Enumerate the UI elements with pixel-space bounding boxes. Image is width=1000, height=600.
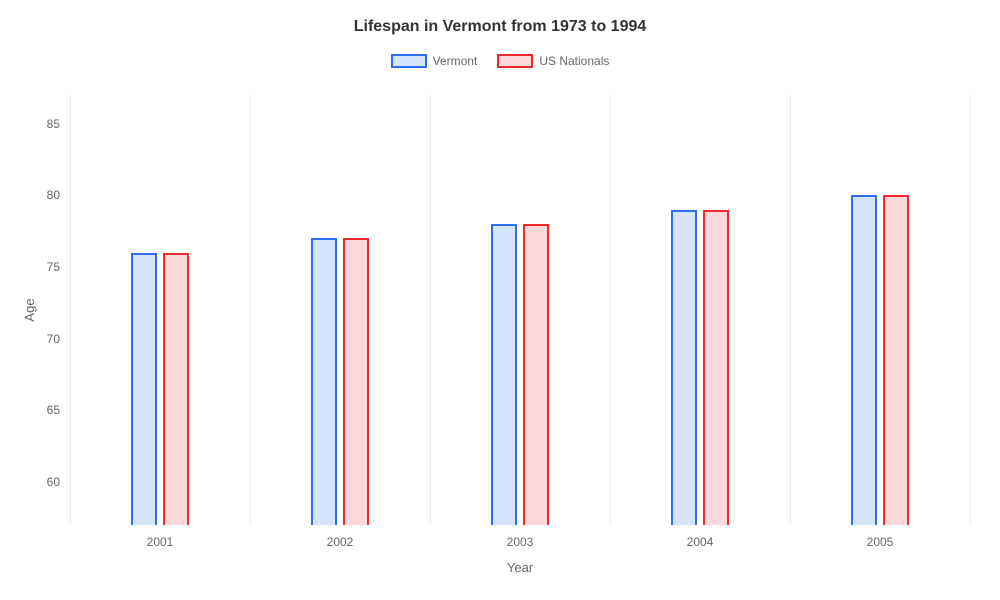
x-tick-label: 2003 bbox=[507, 525, 534, 549]
bar bbox=[311, 238, 337, 525]
plot-area: Age Year 2001200220032004200560657075808… bbox=[70, 95, 970, 525]
bar bbox=[131, 253, 157, 525]
gridline bbox=[250, 95, 251, 525]
legend-item: Vermont bbox=[391, 54, 478, 68]
y-tick-label: 70 bbox=[47, 332, 70, 346]
legend-label: Vermont bbox=[433, 54, 478, 68]
gridline bbox=[70, 95, 71, 525]
y-tick-label: 65 bbox=[47, 403, 70, 417]
y-tick-label: 85 bbox=[47, 117, 70, 131]
bar bbox=[523, 224, 549, 525]
bar bbox=[491, 224, 517, 525]
y-tick-label: 60 bbox=[47, 475, 70, 489]
bar bbox=[163, 253, 189, 525]
bar bbox=[851, 195, 877, 525]
gridline bbox=[430, 95, 431, 525]
y-tick-label: 80 bbox=[47, 188, 70, 202]
bar bbox=[343, 238, 369, 525]
y-tick-label: 75 bbox=[47, 260, 70, 274]
legend-swatch bbox=[391, 54, 427, 68]
legend-item: US Nationals bbox=[497, 54, 609, 68]
gridline bbox=[610, 95, 611, 525]
x-axis-label: Year bbox=[507, 560, 533, 575]
chart-title: Lifespan in Vermont from 1973 to 1994 bbox=[0, 0, 1000, 36]
bar bbox=[671, 210, 697, 525]
x-tick-label: 2002 bbox=[327, 525, 354, 549]
x-tick-label: 2001 bbox=[147, 525, 174, 549]
legend-swatch bbox=[497, 54, 533, 68]
legend-label: US Nationals bbox=[539, 54, 609, 68]
gridline bbox=[790, 95, 791, 525]
legend: Vermont US Nationals bbox=[0, 54, 1000, 68]
bar bbox=[703, 210, 729, 525]
y-axis-label: Age bbox=[22, 298, 37, 321]
gridline bbox=[970, 95, 971, 525]
x-tick-label: 2004 bbox=[687, 525, 714, 549]
bar bbox=[883, 195, 909, 525]
x-tick-label: 2005 bbox=[867, 525, 894, 549]
